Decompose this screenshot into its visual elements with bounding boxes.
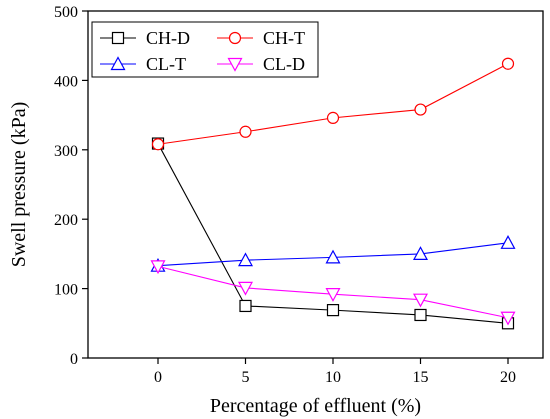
data-point-ch-t bbox=[326, 111, 340, 124]
series-cl-t bbox=[150, 235, 516, 272]
legend: CH-D CH-T CL-T CL-D bbox=[91, 21, 319, 78]
y-tick-label: 0 bbox=[70, 351, 78, 368]
legend-marker bbox=[227, 57, 243, 72]
data-point-cl-d bbox=[237, 281, 254, 296]
data-point-cl-t bbox=[412, 246, 429, 260]
y-tick-label: 100 bbox=[54, 282, 78, 299]
series-group bbox=[150, 57, 516, 330]
legend-label: CH-T bbox=[263, 28, 305, 48]
series-ch-t bbox=[151, 57, 515, 151]
data-point-cl-d bbox=[412, 293, 429, 308]
legend-item-ch-t: CH-T bbox=[217, 28, 305, 48]
data-point-cl-t bbox=[237, 252, 254, 267]
legend-marker bbox=[111, 31, 125, 45]
data-point-cl-d bbox=[325, 288, 341, 302]
y-tick-label: 400 bbox=[54, 73, 78, 90]
y-tick-label: 500 bbox=[54, 4, 78, 21]
legend-item-cl-t: CL-T bbox=[100, 54, 186, 74]
data-point-cl-d bbox=[500, 311, 516, 326]
x-tick-label: 0 bbox=[154, 369, 162, 386]
data-point-ch-d bbox=[326, 304, 340, 317]
data-point-ch-t bbox=[151, 138, 165, 151]
legend-marker bbox=[228, 31, 242, 45]
data-point-cl-d bbox=[150, 260, 166, 275]
y-tick-label: 200 bbox=[54, 212, 78, 229]
data-point-cl-t bbox=[325, 249, 341, 264]
x-tick-label: 10 bbox=[325, 369, 341, 386]
x-axis-title: Percentage of effluent (%) bbox=[210, 395, 421, 417]
data-point-ch-d bbox=[414, 308, 427, 322]
legend-marker bbox=[110, 56, 126, 71]
plot-frame bbox=[87, 10, 544, 359]
legend-item-cl-d: CL-D bbox=[217, 54, 305, 74]
data-point-ch-d bbox=[239, 299, 252, 313]
series-cl-d bbox=[150, 260, 516, 326]
data-point-ch-t bbox=[414, 103, 427, 116]
legend-label: CL-D bbox=[263, 54, 305, 74]
legend-item-ch-d: CH-D bbox=[100, 28, 190, 48]
legend-label: CH-D bbox=[146, 28, 190, 48]
x-tick-label: 15 bbox=[413, 369, 429, 386]
legend-box bbox=[91, 21, 319, 78]
data-point-ch-t bbox=[501, 57, 515, 70]
x-tick-label: 20 bbox=[500, 369, 516, 386]
data-point-ch-t bbox=[239, 125, 252, 138]
y-tick-label: 300 bbox=[54, 143, 78, 160]
x-tick-label: 5 bbox=[242, 369, 250, 386]
y-axis-title: Swell pressure (kPa) bbox=[8, 102, 30, 268]
legend-label: CL-T bbox=[146, 54, 186, 74]
plot-border bbox=[87, 10, 544, 359]
data-point-cl-t bbox=[500, 235, 516, 249]
